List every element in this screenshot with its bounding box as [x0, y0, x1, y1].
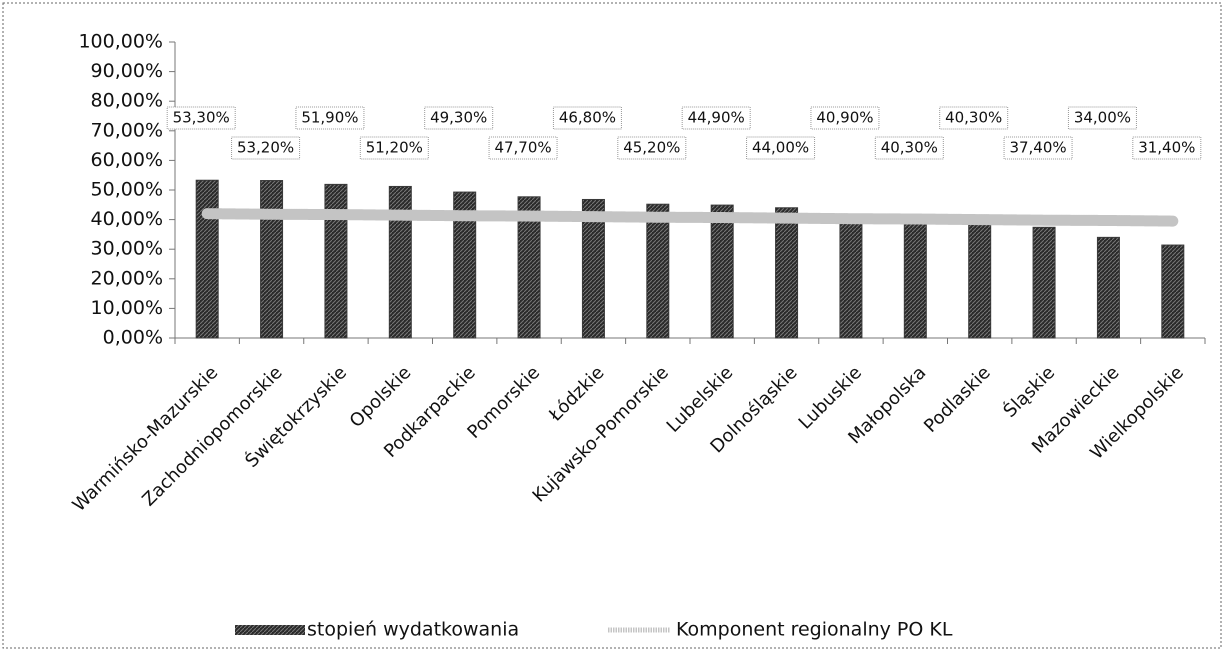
- data-label-box: [746, 136, 816, 160]
- data-label-box: [424, 106, 494, 130]
- x-tick-label: Łódzkie: [545, 362, 609, 426]
- data-label: 40,30%: [945, 109, 1002, 127]
- y-tick-label: 30,00%: [91, 238, 163, 260]
- bar: [710, 204, 734, 339]
- y-tick-label: 70,00%: [91, 119, 163, 141]
- line: [201, 208, 1179, 227]
- y-tick-label: 80,00%: [91, 90, 163, 112]
- data-label: 51,20%: [366, 139, 423, 157]
- bar: [775, 207, 799, 339]
- y-tick-label: 100,00%: [78, 31, 163, 53]
- data-label: 40,90%: [816, 109, 873, 127]
- data-label: 40,30%: [881, 139, 938, 157]
- data-label-box: [617, 136, 687, 160]
- legend-label: stopień wydatkowania: [307, 619, 519, 641]
- data-label: 47,70%: [494, 139, 551, 157]
- data-label-box: [488, 136, 558, 160]
- data-label: 51,90%: [301, 109, 358, 127]
- data-label: 44,90%: [688, 109, 745, 127]
- data-label-box: [939, 106, 1009, 130]
- data-label: 34,00%: [1074, 109, 1131, 127]
- bar: [581, 198, 605, 339]
- bar: [195, 179, 219, 339]
- y-tick-label: 50,00%: [91, 179, 163, 201]
- legend-swatch: [235, 625, 305, 635]
- data-label-box: [1132, 136, 1202, 160]
- bar: [388, 185, 412, 339]
- data-label: 37,40%: [1009, 139, 1066, 157]
- x-tick-label: Śląskie: [999, 362, 1059, 422]
- bar: [517, 196, 541, 339]
- bar: [968, 218, 992, 339]
- legend-label: Komponent regionalny PO KL: [676, 619, 953, 641]
- data-label-box: [231, 136, 301, 160]
- bar: [1161, 244, 1185, 339]
- y-tick-label: 40,00%: [91, 208, 163, 230]
- bar: [903, 218, 927, 339]
- data-label: 53,30%: [173, 109, 230, 127]
- data-label-box: [295, 106, 365, 130]
- y-tick-label: 20,00%: [91, 267, 163, 289]
- data-label-box: [166, 106, 236, 130]
- y-tick-label: 90,00%: [91, 60, 163, 82]
- data-label-box: [552, 106, 622, 130]
- bar: [839, 216, 863, 339]
- data-label: 44,00%: [752, 139, 809, 157]
- data-label-box: [359, 136, 429, 160]
- data-label: 45,20%: [623, 139, 680, 157]
- bar: [1032, 226, 1056, 339]
- data-label-box: [681, 106, 751, 130]
- y-tick-label: 60,00%: [91, 149, 163, 171]
- bar: [453, 191, 477, 339]
- y-tick-label: 10,00%: [91, 297, 163, 319]
- data-label: 31,40%: [1138, 139, 1195, 157]
- y-tick-label: 0,00%: [103, 327, 163, 349]
- bar: [324, 183, 348, 339]
- bar: [1096, 236, 1120, 339]
- data-label: 49,30%: [430, 109, 487, 127]
- data-label: 46,80%: [559, 109, 616, 127]
- data-label: 53,20%: [237, 139, 294, 157]
- bar: [260, 180, 284, 339]
- data-label-box: [1003, 136, 1073, 160]
- data-label-box: [874, 136, 944, 160]
- data-label-box: [1067, 106, 1137, 130]
- x-tick-label: Podlaskie: [920, 362, 995, 437]
- data-label-box: [810, 106, 880, 130]
- bar: [646, 203, 670, 339]
